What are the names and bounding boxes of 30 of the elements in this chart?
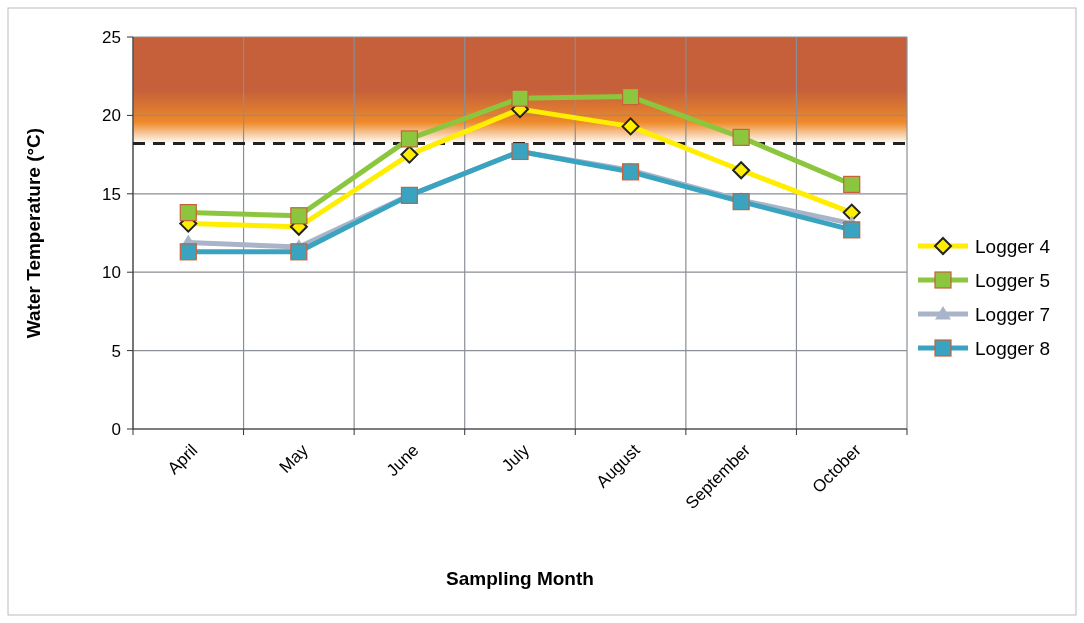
legend-label: Logger 7 <box>975 303 1051 325</box>
point <box>621 117 640 136</box>
point <box>621 87 640 106</box>
point <box>290 207 308 225</box>
y-tick-label: 0 <box>111 419 121 439</box>
point <box>843 221 861 239</box>
point <box>511 89 529 107</box>
point <box>732 128 750 146</box>
legend-label: Logger 8 <box>975 337 1051 359</box>
x-tick-label: July <box>498 440 534 476</box>
legend-label: Logger 5 <box>975 269 1051 291</box>
y-tick-label: 20 <box>102 106 121 126</box>
y-tick-label: 25 <box>102 27 121 47</box>
y-tick-label: 15 <box>102 184 121 204</box>
point <box>621 163 640 181</box>
point <box>290 243 308 261</box>
y-axis-title: Water Temperature (°C) <box>23 127 44 339</box>
y-tick-label: 10 <box>102 263 121 283</box>
point <box>179 204 197 222</box>
point <box>842 203 861 222</box>
x-tick-label: May <box>275 440 313 477</box>
legend-label: Logger 4 <box>975 235 1051 257</box>
point <box>400 145 419 164</box>
point <box>843 175 861 193</box>
point <box>732 193 750 211</box>
point <box>179 243 197 261</box>
point <box>732 161 751 180</box>
y-tick-label: 5 <box>111 341 121 361</box>
x-axis-title: Sampling Month <box>446 568 594 589</box>
point <box>400 130 419 148</box>
